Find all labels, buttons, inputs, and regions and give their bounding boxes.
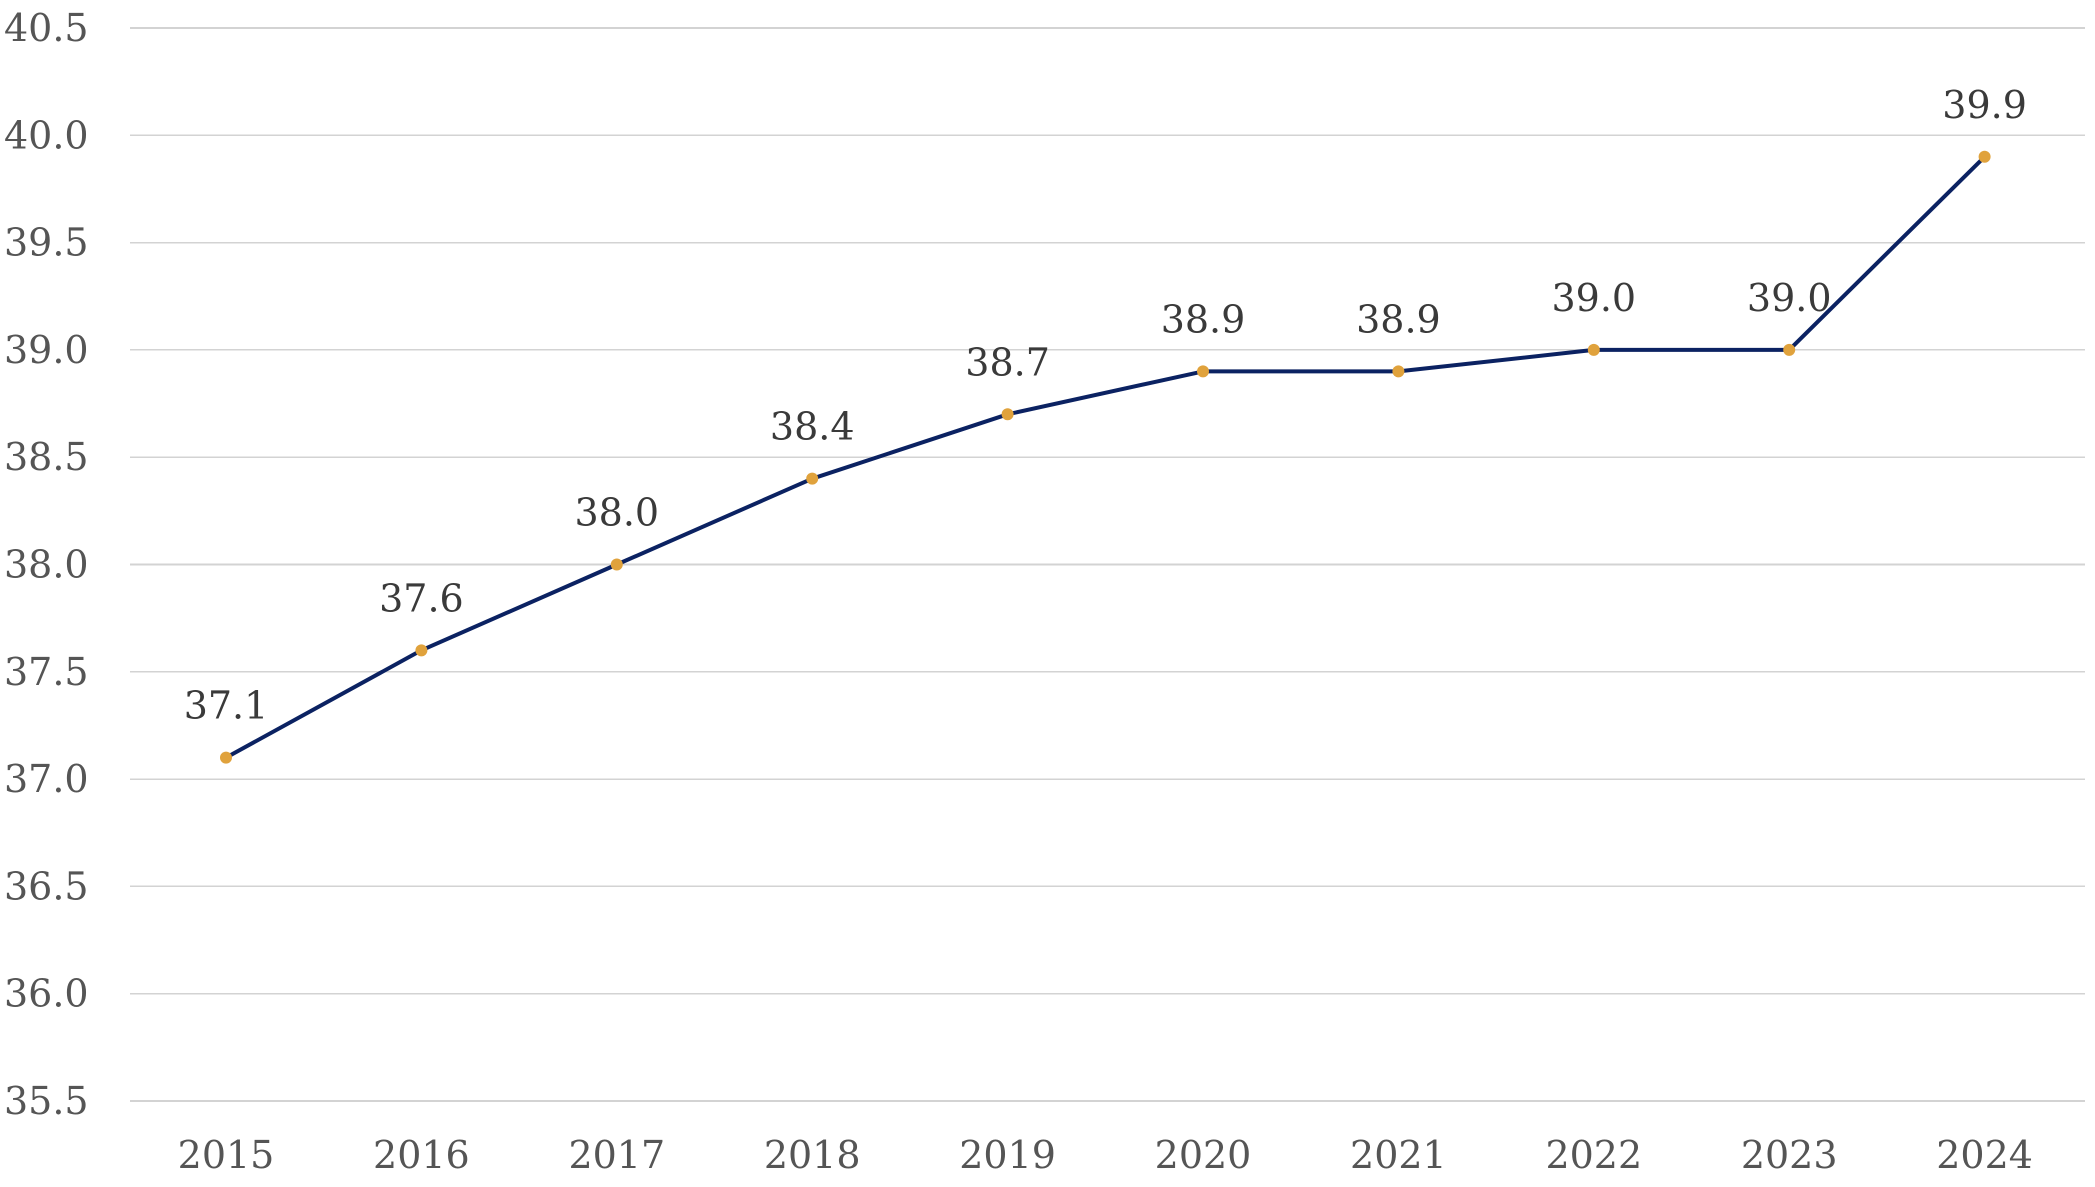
data-label: 38.7: [965, 340, 1050, 384]
data-label: 38.0: [574, 491, 659, 535]
gridlines: [130, 27, 2085, 1102]
data-markers: [220, 150, 1991, 764]
y-tick-label: 36.5: [4, 864, 89, 908]
data-point: [610, 558, 623, 571]
x-tick-label: 2015: [178, 1133, 275, 1177]
x-tick-label: 2019: [959, 1133, 1056, 1177]
y-tick-label: 35.5: [4, 1079, 89, 1123]
data-point: [806, 472, 819, 485]
x-tick-label: 2017: [568, 1133, 665, 1177]
y-tick-label: 38.5: [4, 435, 89, 479]
data-labels: 37.1 37.6 38.0 38.4 38.7 38.9 38.9 39.0 39.0 39.9: [184, 83, 2027, 728]
data-label: 39.9: [1942, 83, 2027, 127]
y-axis-ticks: 35.5 36.0 36.5 37.0 37.5 38.0 38.5 39.0 39.5 40.0…: [4, 6, 89, 1123]
data-point: [1001, 408, 1014, 421]
data-label: 39.0: [1551, 276, 1636, 320]
data-point: [1392, 365, 1405, 378]
y-tick-label: 40.0: [4, 113, 89, 157]
data-label: 38.4: [770, 405, 855, 449]
x-tick-label: 2018: [764, 1133, 861, 1177]
y-tick-label: 39.5: [4, 221, 89, 265]
y-tick-label: 39.0: [4, 328, 89, 372]
y-tick-label: 40.5: [4, 6, 89, 50]
series-line: [224, 154, 1987, 760]
data-point: [1783, 343, 1796, 356]
data-point: [1587, 343, 1600, 356]
data-label: 37.1: [184, 684, 269, 728]
data-point: [1978, 150, 1991, 163]
x-tick-label: 2016: [373, 1133, 470, 1177]
data-point: [220, 751, 232, 764]
x-tick-label: 2020: [1155, 1133, 1252, 1177]
data-label: 38.9: [1356, 297, 1441, 341]
y-tick-label: 38.0: [4, 543, 89, 587]
data-point: [415, 644, 428, 657]
y-tick-label: 37.5: [4, 650, 89, 694]
x-tick-label: 2021: [1350, 1133, 1447, 1177]
data-label: 39.0: [1747, 276, 1832, 320]
data-point: [1197, 365, 1209, 378]
x-tick-label: 2023: [1741, 1133, 1838, 1177]
data-label: 38.9: [1161, 297, 1246, 341]
data-label: 37.6: [379, 576, 464, 620]
x-tick-label: 2024: [1936, 1133, 2033, 1177]
x-axis-ticks: 2015 2016 2017 2018 2019 2020 2021 2022 2023 2024: [178, 1133, 2033, 1177]
x-tick-label: 2022: [1545, 1133, 1642, 1177]
y-tick-label: 37.0: [4, 757, 89, 801]
y-tick-label: 36.0: [4, 972, 89, 1016]
series-line-0: [224, 154, 1987, 760]
